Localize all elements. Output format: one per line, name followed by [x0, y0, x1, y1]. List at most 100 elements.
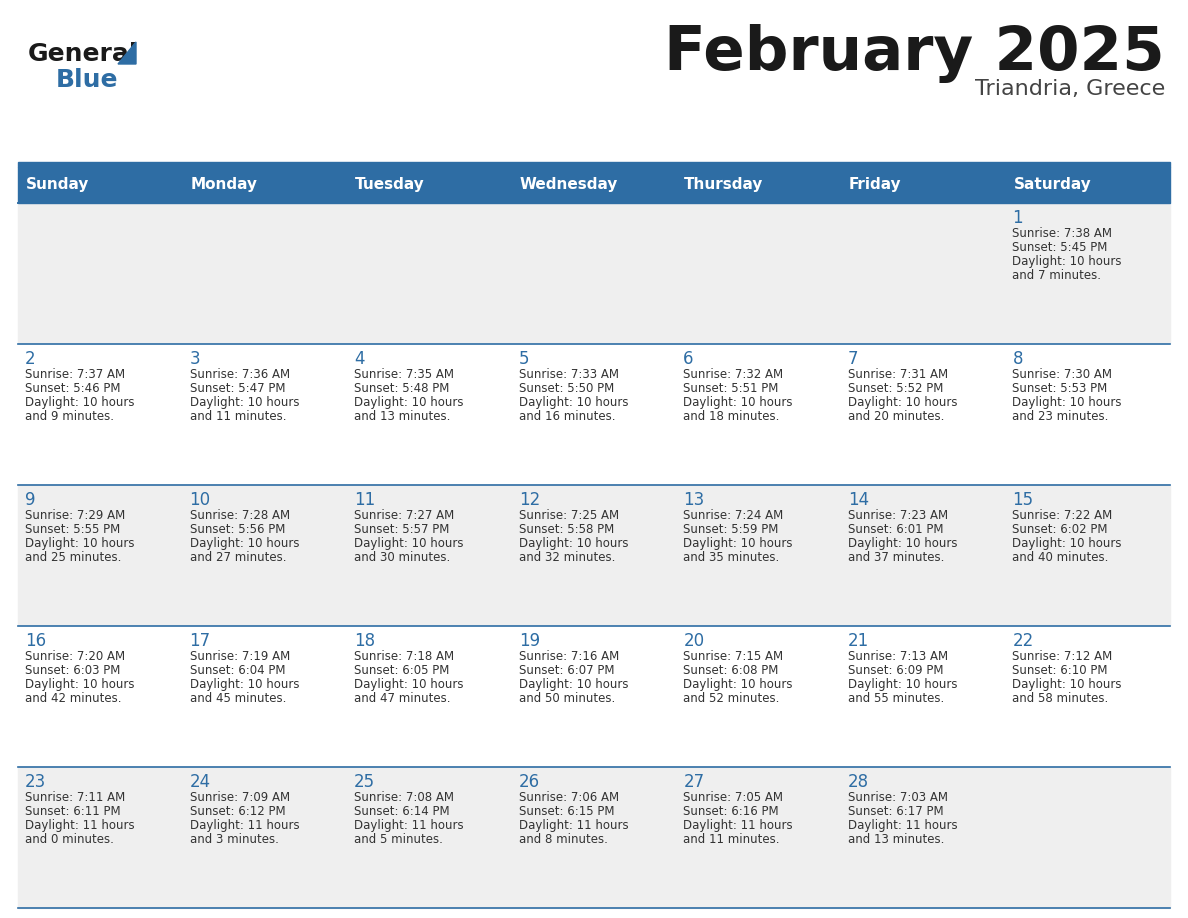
Text: Daylight: 10 hours: Daylight: 10 hours — [1012, 255, 1121, 268]
Text: and 9 minutes.: and 9 minutes. — [25, 410, 114, 423]
Text: Sunrise: 7:09 AM: Sunrise: 7:09 AM — [190, 791, 290, 804]
Text: 13: 13 — [683, 491, 704, 509]
Text: Triandria, Greece: Triandria, Greece — [974, 79, 1165, 99]
Text: Sunday: Sunday — [26, 177, 89, 193]
Text: and 11 minutes.: and 11 minutes. — [190, 410, 286, 423]
Text: and 13 minutes.: and 13 minutes. — [354, 410, 450, 423]
Text: Daylight: 11 hours: Daylight: 11 hours — [190, 819, 299, 832]
Text: 27: 27 — [683, 773, 704, 791]
Text: Daylight: 10 hours: Daylight: 10 hours — [354, 396, 463, 409]
Text: and 52 minutes.: and 52 minutes. — [683, 692, 779, 705]
Text: Daylight: 10 hours: Daylight: 10 hours — [354, 678, 463, 691]
Text: Sunset: 6:07 PM: Sunset: 6:07 PM — [519, 664, 614, 677]
Text: Daylight: 10 hours: Daylight: 10 hours — [519, 678, 628, 691]
Text: and 13 minutes.: and 13 minutes. — [848, 833, 944, 846]
Text: Daylight: 10 hours: Daylight: 10 hours — [683, 396, 792, 409]
Text: 20: 20 — [683, 632, 704, 650]
Text: and 3 minutes.: and 3 minutes. — [190, 833, 278, 846]
Text: Sunset: 5:56 PM: Sunset: 5:56 PM — [190, 523, 285, 536]
Text: Saturday: Saturday — [1013, 177, 1092, 193]
Text: 17: 17 — [190, 632, 210, 650]
Text: 23: 23 — [25, 773, 46, 791]
Text: 7: 7 — [848, 350, 859, 368]
Text: Sunrise: 7:08 AM: Sunrise: 7:08 AM — [354, 791, 454, 804]
Text: Sunset: 6:16 PM: Sunset: 6:16 PM — [683, 805, 779, 818]
Text: Sunrise: 7:35 AM: Sunrise: 7:35 AM — [354, 368, 454, 381]
Text: Wednesday: Wednesday — [519, 177, 618, 193]
Text: 2: 2 — [25, 350, 36, 368]
Text: 4: 4 — [354, 350, 365, 368]
Text: and 50 minutes.: and 50 minutes. — [519, 692, 615, 705]
Text: and 20 minutes.: and 20 minutes. — [848, 410, 944, 423]
Text: Sunset: 6:12 PM: Sunset: 6:12 PM — [190, 805, 285, 818]
Text: Blue: Blue — [56, 68, 119, 92]
Bar — [18, 167, 1170, 203]
Text: 8: 8 — [1012, 350, 1023, 368]
Text: 16: 16 — [25, 632, 46, 650]
Text: Sunrise: 7:36 AM: Sunrise: 7:36 AM — [190, 368, 290, 381]
Text: 26: 26 — [519, 773, 539, 791]
Text: Daylight: 10 hours: Daylight: 10 hours — [354, 537, 463, 550]
Text: Sunset: 6:08 PM: Sunset: 6:08 PM — [683, 664, 778, 677]
Text: Daylight: 10 hours: Daylight: 10 hours — [25, 678, 134, 691]
Text: Daylight: 11 hours: Daylight: 11 hours — [683, 819, 792, 832]
Text: Sunset: 5:59 PM: Sunset: 5:59 PM — [683, 523, 778, 536]
Text: Thursday: Thursday — [684, 177, 764, 193]
Text: and 23 minutes.: and 23 minutes. — [1012, 410, 1108, 423]
Text: Sunrise: 7:33 AM: Sunrise: 7:33 AM — [519, 368, 619, 381]
Text: Sunset: 5:48 PM: Sunset: 5:48 PM — [354, 382, 449, 395]
Text: 1: 1 — [1012, 209, 1023, 227]
Bar — [18, 485, 1170, 626]
Text: Daylight: 10 hours: Daylight: 10 hours — [190, 537, 299, 550]
Text: 9: 9 — [25, 491, 36, 509]
Text: Friday: Friday — [849, 177, 902, 193]
Text: 22: 22 — [1012, 632, 1034, 650]
Text: 6: 6 — [683, 350, 694, 368]
Text: and 37 minutes.: and 37 minutes. — [848, 551, 944, 564]
Text: Sunset: 5:50 PM: Sunset: 5:50 PM — [519, 382, 614, 395]
Text: Tuesday: Tuesday — [355, 177, 425, 193]
Text: Daylight: 10 hours: Daylight: 10 hours — [1012, 537, 1121, 550]
Text: Sunrise: 7:13 AM: Sunrise: 7:13 AM — [848, 650, 948, 663]
Text: and 58 minutes.: and 58 minutes. — [1012, 692, 1108, 705]
Text: Sunset: 6:03 PM: Sunset: 6:03 PM — [25, 664, 120, 677]
Text: 10: 10 — [190, 491, 210, 509]
Text: Sunrise: 7:24 AM: Sunrise: 7:24 AM — [683, 509, 784, 522]
Text: and 55 minutes.: and 55 minutes. — [848, 692, 944, 705]
Text: and 5 minutes.: and 5 minutes. — [354, 833, 443, 846]
Text: 12: 12 — [519, 491, 541, 509]
Text: and 11 minutes.: and 11 minutes. — [683, 833, 779, 846]
Text: and 45 minutes.: and 45 minutes. — [190, 692, 286, 705]
Bar — [18, 767, 1170, 908]
Text: and 16 minutes.: and 16 minutes. — [519, 410, 615, 423]
Text: Daylight: 10 hours: Daylight: 10 hours — [519, 537, 628, 550]
Text: Sunset: 5:58 PM: Sunset: 5:58 PM — [519, 523, 614, 536]
Text: 19: 19 — [519, 632, 539, 650]
Text: Sunset: 5:47 PM: Sunset: 5:47 PM — [190, 382, 285, 395]
Text: Sunset: 5:57 PM: Sunset: 5:57 PM — [354, 523, 449, 536]
Text: Sunrise: 7:18 AM: Sunrise: 7:18 AM — [354, 650, 454, 663]
Text: 24: 24 — [190, 773, 210, 791]
Text: Daylight: 10 hours: Daylight: 10 hours — [25, 396, 134, 409]
Text: 3: 3 — [190, 350, 201, 368]
Text: Daylight: 10 hours: Daylight: 10 hours — [519, 396, 628, 409]
Text: 5: 5 — [519, 350, 529, 368]
Text: Daylight: 11 hours: Daylight: 11 hours — [519, 819, 628, 832]
Text: Sunrise: 7:27 AM: Sunrise: 7:27 AM — [354, 509, 454, 522]
Text: Sunset: 6:09 PM: Sunset: 6:09 PM — [848, 664, 943, 677]
Text: 18: 18 — [354, 632, 375, 650]
Text: Daylight: 10 hours: Daylight: 10 hours — [683, 537, 792, 550]
Text: Sunset: 6:17 PM: Sunset: 6:17 PM — [848, 805, 943, 818]
Text: and 42 minutes.: and 42 minutes. — [25, 692, 121, 705]
Text: Sunrise: 7:19 AM: Sunrise: 7:19 AM — [190, 650, 290, 663]
Text: Sunrise: 7:31 AM: Sunrise: 7:31 AM — [848, 368, 948, 381]
Text: Daylight: 10 hours: Daylight: 10 hours — [1012, 678, 1121, 691]
Text: Sunrise: 7:11 AM: Sunrise: 7:11 AM — [25, 791, 125, 804]
Text: Daylight: 11 hours: Daylight: 11 hours — [848, 819, 958, 832]
Text: Sunrise: 7:03 AM: Sunrise: 7:03 AM — [848, 791, 948, 804]
Text: and 18 minutes.: and 18 minutes. — [683, 410, 779, 423]
Bar — [18, 626, 1170, 767]
Text: and 8 minutes.: and 8 minutes. — [519, 833, 607, 846]
Text: Sunrise: 7:28 AM: Sunrise: 7:28 AM — [190, 509, 290, 522]
Polygon shape — [118, 42, 135, 64]
